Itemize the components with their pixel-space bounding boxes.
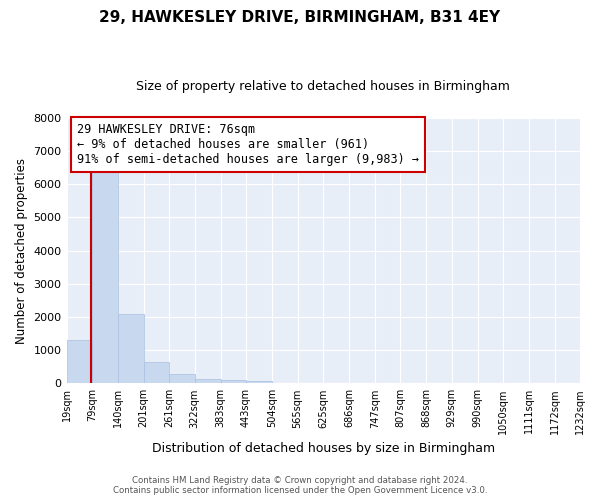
Bar	[67, 340, 92, 384]
Bar	[169, 374, 195, 384]
Text: Contains HM Land Registry data © Crown copyright and database right 2024.
Contai: Contains HM Land Registry data © Crown c…	[113, 476, 487, 495]
Bar	[246, 380, 272, 384]
Bar	[143, 362, 169, 384]
Bar	[195, 379, 221, 384]
Title: Size of property relative to detached houses in Birmingham: Size of property relative to detached ho…	[136, 80, 510, 93]
Bar	[92, 164, 118, 384]
Bar	[221, 380, 246, 384]
Bar	[118, 314, 143, 384]
Y-axis label: Number of detached properties: Number of detached properties	[15, 158, 28, 344]
X-axis label: Distribution of detached houses by size in Birmingham: Distribution of detached houses by size …	[152, 442, 495, 455]
Text: 29, HAWKESLEY DRIVE, BIRMINGHAM, B31 4EY: 29, HAWKESLEY DRIVE, BIRMINGHAM, B31 4EY	[100, 10, 500, 25]
Text: 29 HAWKESLEY DRIVE: 76sqm
← 9% of detached houses are smaller (961)
91% of semi-: 29 HAWKESLEY DRIVE: 76sqm ← 9% of detach…	[77, 123, 419, 166]
